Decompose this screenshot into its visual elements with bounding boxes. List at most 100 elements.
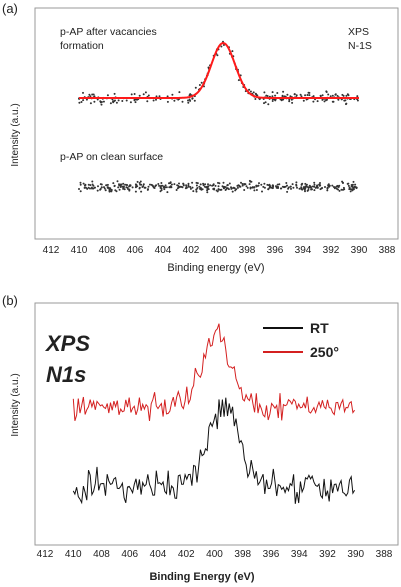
data-point (195, 190, 198, 193)
data-point (282, 90, 285, 93)
x-tick-label: 394 (295, 245, 312, 256)
data-point (106, 183, 109, 186)
data-point (170, 183, 173, 186)
data-point (93, 100, 96, 103)
data-point (163, 188, 166, 191)
data-point (321, 98, 324, 101)
plot-frame-b (34, 302, 399, 546)
data-point (248, 183, 251, 186)
data-point (345, 103, 347, 106)
data-point (175, 189, 178, 191)
series-line-rt (72, 397, 356, 505)
data-point (189, 186, 192, 188)
data-point (116, 180, 119, 183)
data-point (181, 100, 184, 103)
data-point (266, 95, 269, 97)
data-point (166, 191, 169, 194)
data-point (267, 184, 270, 187)
data-point (217, 185, 220, 188)
data-point (133, 98, 136, 101)
data-point (319, 184, 322, 187)
data-point (314, 186, 317, 189)
data-point (89, 102, 92, 105)
data-point (195, 184, 198, 187)
panel-b: (b) Intensity (a.u.) XPS N1s RT 250° 412… (2, 293, 399, 583)
data-point (178, 182, 180, 185)
data-point (351, 189, 354, 192)
data-point (211, 184, 214, 187)
data-point (271, 91, 274, 94)
data-point (220, 188, 223, 191)
data-point (300, 95, 303, 98)
data-point (319, 94, 322, 97)
x-tick-label: 410 (71, 245, 88, 256)
data-point (195, 181, 198, 184)
data-point (139, 180, 142, 183)
data-point (353, 185, 356, 188)
data-point (103, 187, 106, 190)
data-point (276, 186, 278, 189)
data-point (268, 186, 271, 189)
data-point (271, 184, 274, 187)
data-point (288, 100, 291, 103)
data-point (80, 101, 83, 103)
data-point (114, 189, 117, 192)
data-point (269, 185, 272, 188)
data-point (292, 186, 295, 189)
data-point (108, 187, 110, 189)
data-point (241, 183, 244, 185)
data-point (198, 185, 201, 188)
data-point (251, 186, 254, 189)
data-point (100, 101, 103, 103)
data-point (222, 181, 225, 184)
data-point (304, 182, 307, 185)
data-point (312, 100, 315, 103)
data-point (82, 99, 85, 102)
data-point (334, 93, 337, 96)
data-point (130, 93, 133, 96)
data-point (340, 188, 343, 191)
data-point (169, 185, 172, 188)
data-point (267, 188, 270, 191)
data-point (230, 186, 232, 189)
data-point (254, 92, 257, 95)
scatter-points-clean-surface (78, 179, 358, 194)
data-point (312, 95, 315, 98)
data-point (348, 188, 351, 191)
data-point (326, 189, 329, 192)
data-point (78, 101, 81, 104)
data-point (100, 183, 103, 186)
legend-label-rt: RT (310, 320, 329, 336)
data-point (99, 188, 102, 190)
data-point (79, 190, 82, 193)
data-point (271, 100, 274, 102)
data-point (206, 186, 209, 189)
data-point (212, 183, 215, 186)
data-point (274, 94, 277, 97)
data-point (355, 186, 358, 189)
data-point (97, 185, 99, 188)
data-point (246, 186, 249, 189)
data-point (119, 183, 122, 186)
data-point (140, 183, 143, 186)
data-point (131, 186, 134, 189)
data-point (201, 188, 204, 191)
data-point (92, 93, 95, 96)
data-point (263, 186, 266, 189)
data-point (315, 185, 318, 188)
data-point (166, 95, 169, 98)
data-point (136, 180, 139, 183)
data-point (356, 95, 359, 98)
data-point (89, 184, 92, 187)
data-point (115, 101, 118, 104)
data-point (164, 184, 167, 187)
data-point (348, 186, 351, 189)
data-point (248, 88, 251, 91)
x-tick-label: 404 (150, 549, 167, 560)
data-point (342, 94, 345, 97)
x-axis-ticks-b: 412 410 408 406 404 402 400 398 396 394 392 390 388 (37, 549, 393, 560)
data-point (108, 190, 111, 193)
data-point (350, 185, 353, 188)
corner-label-line2-a: N-1S (348, 40, 372, 52)
data-point (228, 182, 231, 185)
